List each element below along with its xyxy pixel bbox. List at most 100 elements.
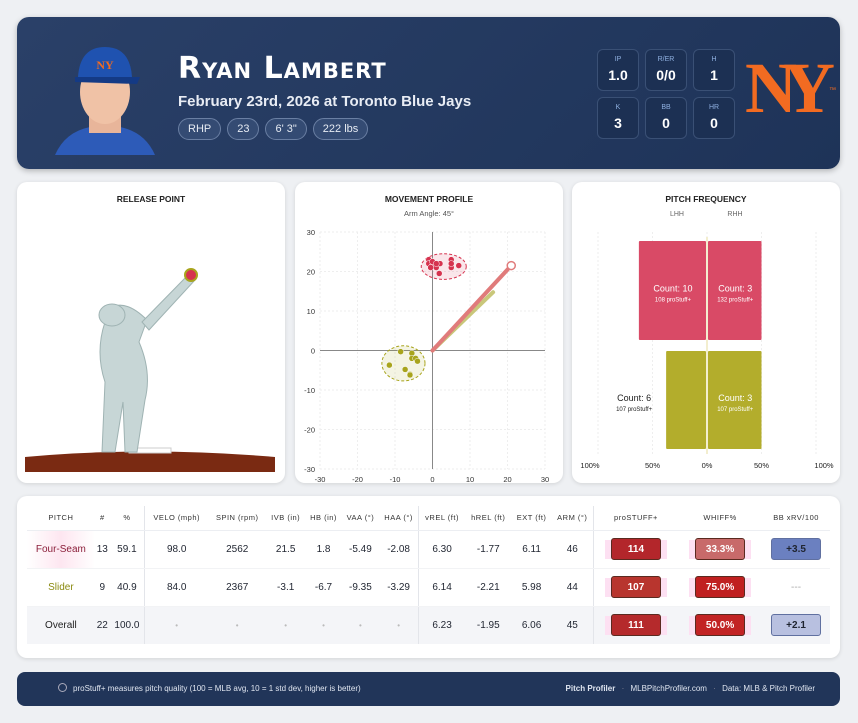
stat-value: 3 [614,115,622,131]
column-header[interactable]: BB xRV/100 [762,506,830,531]
bar-stuff-label: 107 proStuff+ [616,407,653,413]
footer-source: Data: MLB & Pitch Profiler [722,684,815,693]
table-cell: 6.23 [418,606,466,644]
x-tick-label: -10 [390,475,401,483]
stat-value: 0 [662,115,670,131]
y-tick-label: 10 [307,307,315,316]
whiff-badge: 50.0% [695,614,746,637]
table-cell: • [143,606,209,644]
bar-count-label: Count: 3 [718,284,752,294]
arm-angle-endpoint [506,260,516,271]
pitch-frequency-panel: PITCH FREQUENCY LHH RHH 100% 50% 0% 50% 100% Co… [572,182,840,483]
table-row: Slider 9 40.9 84.0 2367 -3.1 -6.7 -9.35 -3.29 6.1… [27,568,830,607]
column-header[interactable]: % [109,506,145,531]
whiff-badge: 33.3% [695,538,746,560]
column-header[interactable]: proSTUFF+ [592,506,679,531]
release-ball [184,268,198,282]
table-row: Overall 22 100.0 • • • • • • 6.23 -1.95 6.06 45 111 50… [27,606,830,644]
stat-value: 0 [710,115,718,131]
table-cell: -1.77 [465,530,512,569]
stat-label: HR [708,104,720,111]
player-chips: RHP 23 6' 3" 222 lbs [178,118,369,140]
y-tick-label: 30 [307,228,315,237]
table-cell: • [341,606,380,644]
column-header[interactable]: SPIN (rpm) [208,506,266,531]
table-cell: 100.0 [109,606,145,644]
pitch-point [436,270,443,277]
stat-label: H [711,56,717,63]
stat-label: R/ER [657,56,675,63]
stat-value: 1 [710,67,718,83]
footer-brand[interactable]: Pitch Profiler [565,684,616,693]
x-tick-label: 100% [814,461,834,470]
side-label: RHH [727,211,742,218]
bar-count-label: Count: 3 [718,393,752,403]
xrv-badge-cell: --- [762,568,830,607]
table-cell: -9.35 [341,568,380,607]
footer-site-link[interactable]: MLBPitchProfiler.com [630,684,707,693]
column-header[interactable]: IVB (in) [266,506,306,531]
arm-angle-line [430,263,514,353]
whiff-badge-cell: 50.0% [678,606,763,644]
column-header[interactable]: WHIFF% [678,506,763,531]
column-header[interactable]: PITCH [27,506,95,531]
pitch-point [448,260,455,267]
table-cell: 6.30 [418,530,466,569]
x-tick-label: 50% [645,461,660,470]
bar-stuff-label: 132 proStuff+ [717,298,754,304]
prostuff-badge-cell: 111 [592,606,679,644]
column-header[interactable]: VELO (mph) [143,506,209,531]
x-tick-label: 0 [430,475,434,483]
table-cell: • [208,606,266,644]
prostuff-badge: 107 [610,576,661,598]
column-header[interactable]: HB (in) [305,506,342,531]
pitch-table: PITCH #% VELO (mph) SPIN (rpm) IVB (in) HB (i… [27,506,830,644]
column-header[interactable]: HAA (°) [379,506,419,531]
column-header[interactable]: # [94,506,110,531]
table-cell: -5.49 [341,530,380,569]
xrv-badge: --- [791,581,802,593]
release-point-panel: RELEASE POINT [17,182,285,483]
pitch-point [414,357,421,365]
column-header[interactable]: VAA (°) [341,506,380,531]
table-cell: -2.08 [379,530,419,569]
stat-r-er: R/ER 0/0 [645,49,687,91]
x-tick-label: 100% [580,461,600,470]
movement-profile-panel: MOVEMENT PROFILE Arm Angle: 45° -30 -20 -1… [295,182,563,483]
chip-weight: 222 lbs [312,118,369,140]
separator: · [713,684,716,693]
table-cell: • [266,606,306,644]
y-tick-label: 20 [307,268,315,277]
table-cell: 2562 [208,530,266,569]
stat-label: BB [661,104,671,111]
table-cell: -6.7 [305,568,342,607]
footer-note: proStuff+ measures pitch quality (100 = … [73,684,361,693]
table-cell: 46 [551,530,594,569]
column-header[interactable]: EXT (ft) [511,506,552,531]
stat-value: 1.0 [608,67,628,83]
pitch-name: Overall [27,606,95,644]
player-name: Ryan Lambert [178,51,387,86]
table-cell: 59.1 [109,530,145,569]
frequency-bar [708,241,762,340]
pitch-name: Four-Seam [27,530,95,569]
column-header[interactable]: ARM (°) [551,506,594,531]
table-cell: 6.14 [418,568,466,607]
pitch-point [386,361,393,369]
x-tick-label: -30 [315,475,326,483]
x-tick-label: 20 [503,475,511,483]
table-cell: 6.11 [511,530,552,569]
table-cell: • [379,606,419,644]
column-header[interactable]: hREL (ft) [465,506,512,531]
table-cell: 6.06 [511,606,552,644]
table-cell: 21.5 [266,530,306,569]
table-cell: 5.98 [511,568,552,607]
y-tick-label: -30 [304,465,315,474]
bar-count-label: Count: 10 [653,284,692,294]
pitch-point [455,262,462,269]
frequency-bar [638,241,706,340]
column-header[interactable]: vREL (ft) [418,506,466,531]
svg-text:NY: NY [96,58,114,72]
side-label: LHH [670,211,684,218]
